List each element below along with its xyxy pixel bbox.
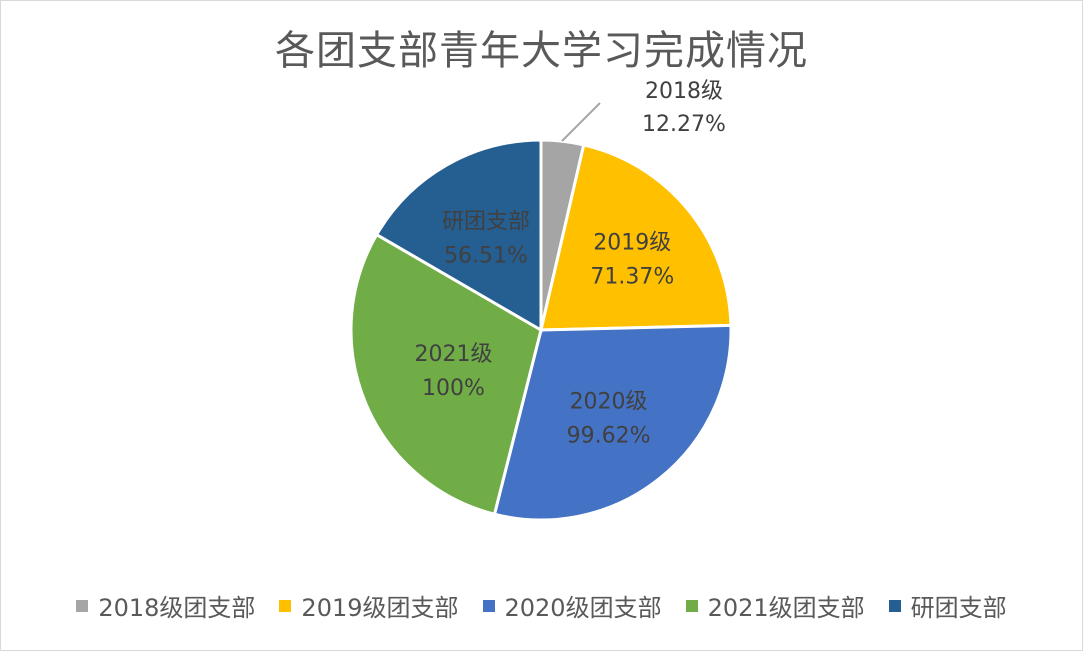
slice-label-name-2018: 2018级 <box>645 79 723 104</box>
legend-item-grad: 研团支部 <box>888 588 1007 623</box>
legend-swatch-2018 <box>76 599 89 612</box>
legend-swatch-2019 <box>279 599 292 612</box>
legend-swatch-2020 <box>482 599 495 612</box>
pie-slice-grad <box>374 138 543 333</box>
slice-label-name-2019: 2019级 <box>593 231 671 256</box>
legend-item-2019: 2019级团支部 <box>279 588 459 623</box>
legend-label-2019: 2019级团支部 <box>301 594 459 622</box>
pie-slice-2020 <box>492 323 733 522</box>
pie-slice-2019 <box>539 143 733 332</box>
slice-label-name-2021: 2021级 <box>414 342 492 367</box>
leader-line-2018 <box>561 102 601 142</box>
legend-item-2020: 2020级团支部 <box>482 588 662 623</box>
legend-item-2021: 2021级团支部 <box>685 588 865 623</box>
chart-legend: 2018级团支部 2019级团支部 2020级团支部 2021级团支部 研团支部 <box>0 588 1083 623</box>
legend-label-2018: 2018级团支部 <box>98 594 256 622</box>
slice-label-name-2020: 2020级 <box>570 390 648 415</box>
slice-label-name-grad: 研团支部 <box>442 210 530 235</box>
slice-label-value-2018: 12.27% <box>642 112 726 137</box>
pie-slice-2021 <box>349 232 543 517</box>
legend-swatch-2021 <box>685 599 698 612</box>
legend-swatch-grad <box>888 599 901 612</box>
slice-label-value-grad: 56.51% <box>444 244 528 269</box>
slice-label-value-2021: 100% <box>422 376 485 401</box>
legend-label-2020: 2020级团支部 <box>504 594 662 622</box>
legend-item-2018: 2018级团支部 <box>76 588 255 623</box>
slice-label-value-2019: 71.37% <box>590 265 674 290</box>
legend-label-2021: 2021级团支部 <box>707 594 865 622</box>
slice-label-value-2020: 99.62% <box>567 424 651 449</box>
legend-label-grad: 研团支部 <box>910 594 1007 622</box>
chart-title: 各团支部青年大学习完成情况 <box>275 28 808 74</box>
